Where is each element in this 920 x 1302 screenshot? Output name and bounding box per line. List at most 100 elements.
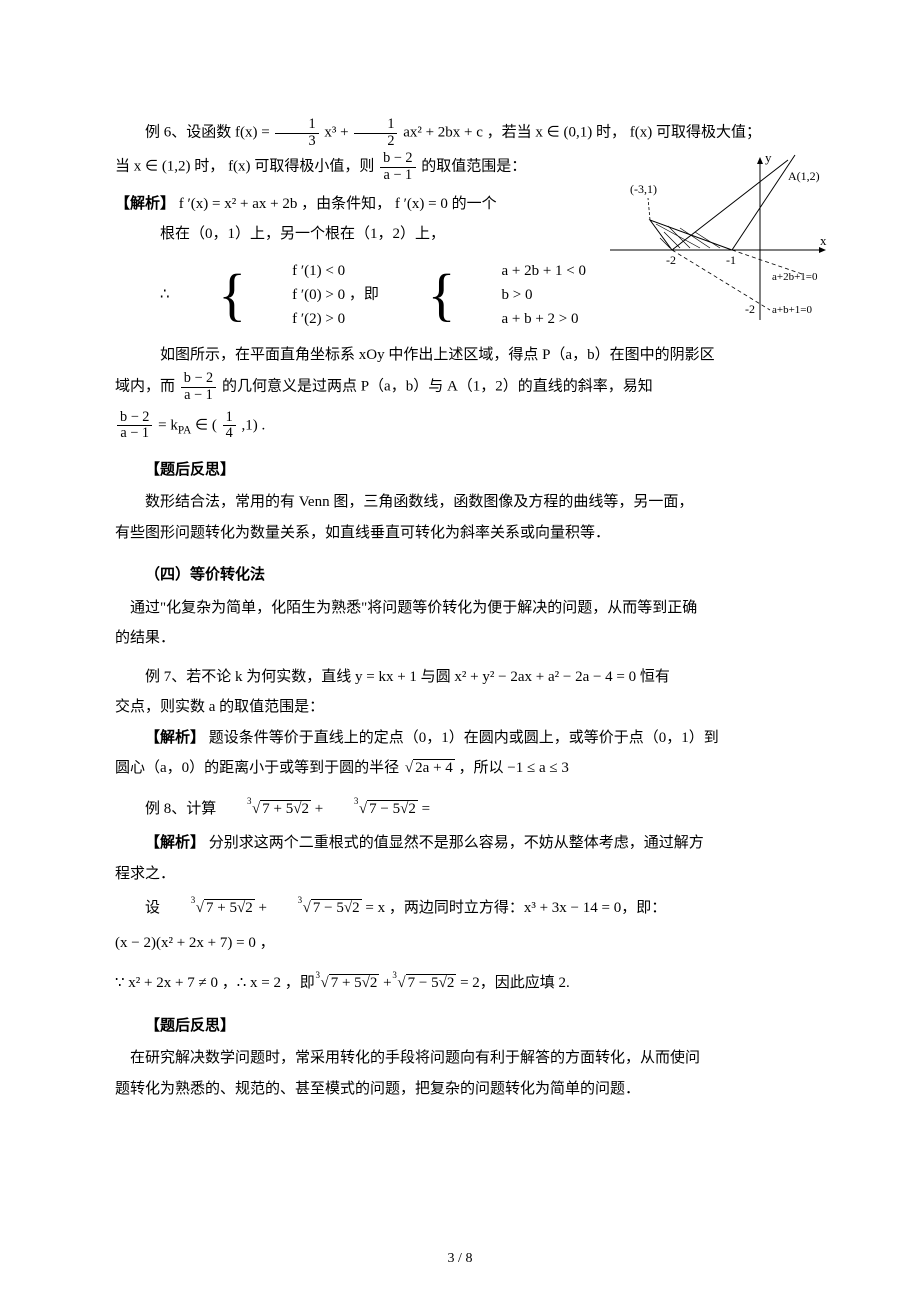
ex6-x3: x³ + — [324, 125, 352, 141]
ex7-line1: 例 7、若不论 k 为何实数，直线 y = kx + 1 与圆 x² + y² … — [115, 663, 805, 692]
ex6-l2b: 可取得极小值，则 — [254, 159, 374, 175]
ex6-in2: 的几何意义是过两点 P（a，b）与 A（1，2）的直线的斜率，易知 — [222, 379, 653, 395]
sys1-r3: f ′(2) > 0 — [247, 307, 345, 331]
ex8-factor-eq: (x − 2)(x² + 2x + 7) = 0 — [115, 935, 256, 951]
page-cur: 3 — [448, 1251, 455, 1266]
ex8-let-txt: 设 — [145, 900, 160, 916]
ex8-conclude: ∵ x² + 2x + 7 ≠ 0 ，∴ x = 2 ，即 3√7 + 5√2 … — [115, 969, 805, 998]
ex8-analysis-label: 【解析】 — [145, 835, 205, 851]
ex6-label: 例 6、设函数 — [145, 125, 231, 141]
sys1-rows: f ′(1) < 0 f ′(0) > 0 f ′(2) > 0 — [247, 259, 345, 331]
x-label: x — [820, 233, 827, 248]
result-eq: = k — [158, 417, 178, 433]
sys2-rows: a + 2b + 1 < 0 b > 0 a + b + 2 > 0 — [456, 259, 586, 331]
m2a: -2 — [666, 253, 676, 267]
ex6-figline: 如图所示，在平面直角坐标系 xOy 中作出上述区域，得点 P（a，b）在图中的阴… — [115, 341, 805, 370]
ex8-label: 例 8、计算 — [145, 801, 216, 817]
result-frac2: 1 4 — [223, 410, 236, 442]
ex8-let: 设 3√7 + 5√2 + 3√7 − 5√2 = x ，两边同时立方得：x³ … — [115, 894, 805, 923]
ex6-tail1: 可取得极大值； — [656, 125, 761, 141]
ex8-so: ，∴ x = 2 — [222, 975, 281, 991]
ex6-l2c: 的取值范围是： — [421, 159, 526, 175]
frac-b2-a1-b: b − 2 a − 1 — [181, 371, 216, 403]
line2-label: a+b+1=0 — [772, 304, 812, 316]
sys2-r2: b > 0 — [456, 283, 586, 307]
sys1-r1: f ′(1) < 0 — [247, 259, 345, 283]
reflect1-title: 【题后反思】 — [115, 456, 805, 485]
frac-1-3: 1 3 — [275, 117, 318, 149]
therefore: ∴ — [160, 286, 170, 302]
ex6-inside: 域内，而 b − 2 a − 1 的几何意义是过两点 P（a，b）与 A（1，2… — [115, 371, 805, 403]
sys2-r1: a + 2b + 1 < 0 — [456, 259, 586, 283]
reflect1-p1: 数形结合法，常用的有 Venn 图，三角函数线，函数图像及方程的曲线等，另一面， — [115, 488, 805, 517]
brace-sys2: { a + 2b + 1 < 0 b > 0 a + b + 2 > 0 — [383, 259, 586, 331]
page-total: 8 — [465, 1251, 472, 1266]
ex8-analysis: 【解析】 分别求这两个二重根式的值显然不是那么容易，不妨从整体考虑，通过解方 — [115, 829, 805, 858]
ex6-line1: 例 6、设函数 f(x) = 1 3 x³ + 1 2 ax² + 2bx + … — [115, 117, 805, 149]
ex6-a1b: ，由条件知， — [301, 196, 391, 212]
coordinate-diagram: y x (-3,1) A(1,2) -2 -1 -2 a+2b+1=0 a+b+… — [600, 150, 830, 340]
ex8-factor: (x − 2)(x² + 2x + 7) = 0 ， — [115, 929, 805, 958]
ex6-a1c: f ′(x) = 0 的一个 — [395, 196, 497, 212]
ex7-analysis2: 圆心（a，0）的距离小于或等到于圆的半径 √2a + 4 ，所以 −1 ≤ a … — [115, 754, 805, 783]
ex8-let-eq: = x — [365, 900, 385, 916]
ex7-analysis1: 【解析】 题设条件等价于直线上的定点（0，1）在圆内或圆上，或等价于点（0，1）… — [115, 724, 805, 753]
y-label: y — [765, 150, 772, 165]
ex8-a2: 程求之． — [115, 860, 805, 889]
analysis-label: 【解析】 — [115, 196, 175, 212]
cbrt-4: 3√7 − 5√2 — [271, 894, 362, 923]
ex8-eq2: = 2，因此应填 2. — [460, 975, 570, 991]
ex6-fx3: f(x) — [228, 159, 251, 175]
ji: ，即 — [349, 286, 379, 302]
reflect1-p2: 有些图形问题转化为数量关系，如直线垂直可转化为斜率关系或向量积等． — [115, 519, 805, 548]
ex8-let-tail: ，两边同时立方得：x³ + 3x − 14 = 0，即： — [389, 900, 666, 916]
frac-1-2: 1 2 — [354, 117, 397, 149]
A-label: A(1,2) — [788, 169, 820, 183]
ex7-a2b: ，所以 −1 ≤ a ≤ 3 — [459, 760, 569, 776]
sys2-r3: a + b + 2 > 0 — [456, 307, 586, 331]
line1-label: a+2b+1=0 — [772, 271, 818, 283]
reflect2-p1: 在研究解决数学问题时，常采用转化的手段将问题向有利于解答的方面转化，从而使问 — [115, 1044, 805, 1073]
reflect2-p2: 题转化为熟悉的、规范的、甚至模式的问题，把复杂的问题转化为简单的问题． — [115, 1075, 805, 1104]
brace-left-2: { — [383, 269, 456, 321]
ex7-analysis-label: 【解析】 — [145, 730, 205, 746]
ex6-result: b − 2 a − 1 = kPA ∈ ( 1 4 ,1) . — [115, 410, 805, 442]
result-tail: ,1) — [241, 417, 257, 433]
ex8-since: ∵ x² + 2x + 7 ≠ 0 — [115, 975, 218, 991]
result-in: ∈ ( — [195, 417, 217, 433]
sqrt-2a4: √2a + 4 — [403, 754, 455, 783]
result-sub: PA — [178, 424, 191, 436]
m1: -1 — [726, 253, 736, 267]
ex6-l2a: 当 x ∈ (1,2) 时， — [115, 159, 224, 175]
cbrt-5: 3√7 + 5√2 — [318, 969, 379, 998]
sec4-intro1: 通过"化复杂为简单，化陌生为熟悉"将问题等价转化为便于解决的问题，从而等到正确 — [115, 594, 805, 623]
ex8-line1: 例 8、计算 3√7 + 5√2 + 3√7 − 5√2 = — [115, 795, 805, 824]
page-number: 3 / 8 — [0, 1251, 920, 1267]
ex6-ax2: ax² + 2bx + c — [403, 125, 483, 141]
m2b: -2 — [745, 302, 755, 316]
ex6-in1: 域内，而 — [115, 379, 175, 395]
ex7-a1: 题设条件等价于直线上的定点（0，1）在圆内或圆上，或等价于点（0，1）到 — [209, 730, 719, 746]
cbrt-2: 3√7 − 5√2 — [327, 795, 418, 824]
result-frac: b − 2 a − 1 — [117, 410, 152, 442]
ex8-so2: ，即 — [285, 975, 315, 991]
sec4-title: （四）等价转化法 — [115, 561, 805, 590]
cbrt-6: 3√7 − 5√2 — [395, 969, 456, 998]
ex8-factor-comma: ， — [260, 935, 275, 951]
ex7-a2a: 圆心（a，0）的距离小于或等到于圆的半径 — [115, 760, 399, 776]
ex7-line2: 交点，则实数 a 的取值范围是： — [115, 693, 805, 722]
result-period: . — [261, 417, 265, 433]
ex8-a1: 分别求这两个二重根式的值显然不是那么容易，不妨从整体考虑，通过解方 — [209, 835, 704, 851]
cbrt-1: 3√7 + 5√2 — [220, 795, 311, 824]
pt-label: (-3,1) — [630, 182, 657, 196]
ex6-cond1: ，若当 x ∈ (0,1) 时， — [487, 125, 626, 141]
ex6-a1a: f ′(x) = x² + ax + 2b — [179, 196, 298, 212]
brace-sys1: { f ′(1) < 0 f ′(0) > 0 f ′(2) > 0 — [173, 259, 345, 331]
sys1-r2: f ′(0) > 0 — [247, 283, 345, 307]
ex6-fx2: f(x) — [630, 125, 653, 141]
brace-left-1: { — [173, 269, 246, 321]
sec4-intro2: 的结果． — [115, 624, 805, 653]
ex8-eq: = — [422, 801, 430, 817]
cbrt-3: 3√7 + 5√2 — [164, 894, 255, 923]
ex6-fx: f(x) = — [235, 125, 273, 141]
